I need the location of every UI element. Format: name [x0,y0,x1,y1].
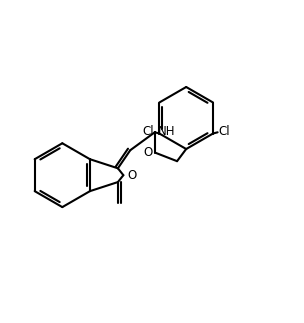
Text: Cl: Cl [142,126,154,139]
Text: O: O [143,146,153,159]
Text: Cl: Cl [219,126,230,139]
Text: O: O [127,169,136,182]
Text: NH: NH [157,126,175,139]
